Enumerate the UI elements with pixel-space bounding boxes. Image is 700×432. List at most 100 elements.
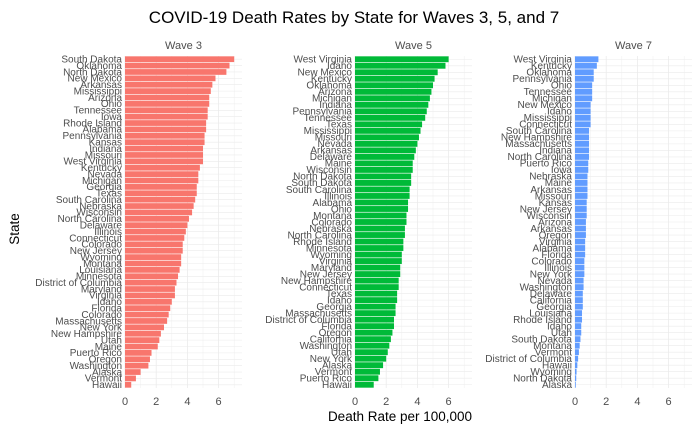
category-label: Arkansas: [310, 146, 352, 157]
bar: [575, 127, 590, 134]
bar: [575, 82, 593, 89]
bar: [125, 132, 205, 139]
category-label: Kansas: [89, 137, 122, 148]
bar: [125, 337, 160, 343]
category-label: Hawaii: [322, 380, 352, 391]
bar: [575, 88, 593, 95]
bar: [575, 232, 586, 238]
category-label: Tennessee: [74, 106, 123, 117]
bar: [355, 147, 416, 154]
bar: [575, 277, 584, 284]
category-label: Idaho: [97, 297, 122, 308]
category-label: South Dakota: [511, 334, 572, 345]
category-label: Hawaii: [92, 380, 122, 391]
bar: [355, 258, 402, 264]
category-label: Delaware: [310, 152, 353, 163]
category-label: Tennessee: [304, 113, 353, 124]
bar: [355, 101, 429, 108]
x-tick-label: 6: [666, 396, 672, 408]
bar: [355, 166, 413, 173]
category-label: District of Columbia: [265, 315, 352, 326]
bar: [125, 369, 141, 375]
category-label: Hawaii: [542, 361, 572, 372]
bar: [575, 375, 577, 382]
category-label: Florida: [91, 303, 122, 314]
category-label: Georgia: [316, 302, 352, 313]
category-label: Michigan: [532, 94, 572, 105]
category-label: Virginia: [539, 237, 573, 248]
category-label: Washington: [520, 282, 572, 293]
bar: [355, 121, 423, 128]
bar: [125, 324, 164, 331]
category-label: Wyoming: [530, 367, 572, 378]
bar: [355, 173, 412, 180]
panel-title: Wave 3: [165, 40, 202, 52]
bar: [575, 95, 593, 102]
category-label: Idaho: [327, 61, 352, 72]
bar: [575, 290, 583, 297]
bar: [125, 120, 207, 126]
bar: [355, 75, 435, 82]
bar: [355, 199, 409, 206]
category-label: Mississippi: [74, 86, 122, 97]
bar: [575, 180, 588, 186]
bar: [575, 108, 591, 115]
bar: [355, 69, 438, 76]
bar: [355, 88, 432, 95]
bar: [355, 271, 401, 278]
category-label: Oklahoma: [76, 61, 122, 72]
category-label: Washington: [70, 361, 122, 372]
category-label: Washington: [300, 341, 352, 352]
bar: [575, 303, 583, 310]
category-label: District of Columbia: [35, 278, 122, 289]
bar: [125, 247, 183, 254]
bar: [125, 158, 203, 165]
bar: [125, 94, 210, 101]
category-label: Minnesota: [306, 243, 353, 254]
category-label: New Mexico: [518, 100, 573, 111]
bar: [125, 362, 149, 369]
bar: [125, 350, 152, 356]
bar: [125, 267, 180, 273]
category-label: New Jersey: [70, 246, 122, 257]
bar: [575, 258, 585, 264]
bar: [575, 310, 583, 317]
bar: [125, 292, 175, 299]
bar: [125, 356, 150, 363]
category-label: Alabama: [533, 243, 573, 254]
category-label: Illinois: [544, 263, 572, 274]
category-label: Indiana: [319, 100, 352, 111]
category-label: Connecticut: [69, 233, 122, 244]
bar: [355, 160, 413, 167]
panel-3: Wave 7 West VirginiaKentuckyOklahomaPenns…: [485, 40, 692, 408]
category-label: Oregon: [89, 355, 122, 366]
bar: [575, 251, 586, 258]
bar: [355, 316, 394, 323]
bar: [125, 241, 183, 248]
category-label: Mississippi: [524, 113, 572, 124]
category-label: Arizona: [318, 87, 352, 98]
bar: [575, 212, 587, 219]
bar: [355, 245, 404, 251]
bar: [125, 88, 211, 94]
category-label: Connecticut: [299, 282, 352, 293]
category-label: Kentucky: [531, 61, 572, 72]
category-label: Maine: [325, 159, 353, 170]
category-label: Illinois: [324, 191, 352, 202]
category-label: New Hampshire: [51, 329, 123, 340]
category-label: New York: [310, 354, 353, 365]
bar: [125, 279, 177, 286]
bar: [125, 330, 161, 337]
bar: [575, 166, 589, 173]
category-label: Alabama: [313, 198, 353, 209]
bar: [125, 260, 182, 267]
bar: [125, 343, 158, 350]
category-label: Vermont: [315, 367, 352, 378]
x-tick-label: 2: [153, 396, 159, 408]
bar: [125, 235, 185, 241]
category-label: Missouri: [535, 191, 572, 202]
bar: [355, 232, 405, 238]
category-label: Arkansas: [80, 80, 122, 91]
category-label: Vermont: [535, 347, 572, 358]
bar: [355, 108, 427, 115]
